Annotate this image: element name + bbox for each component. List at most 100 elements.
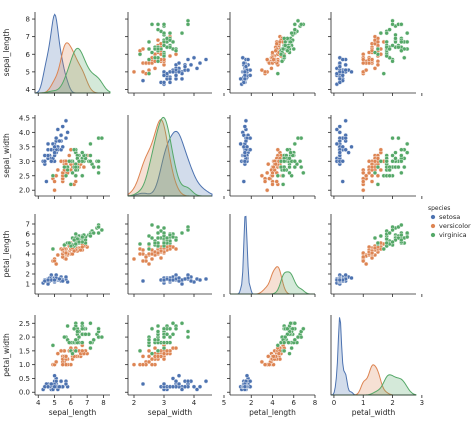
x-tick-label: 2 [390, 399, 394, 407]
point-versicolor [167, 53, 173, 59]
point-virginica [396, 164, 401, 170]
point-setosa [140, 278, 146, 284]
point-virginica [83, 332, 88, 337]
point-setosa [343, 272, 348, 278]
point-versicolor [366, 159, 372, 164]
point-virginica [63, 173, 69, 178]
point-virginica [96, 326, 101, 331]
point-versicolor [361, 258, 366, 264]
y-tick-label: 2.0 [19, 334, 30, 342]
point-versicolor [63, 250, 69, 256]
point-versicolor [267, 176, 272, 181]
point-setosa [161, 73, 167, 78]
point-virginica [155, 348, 161, 354]
point-setosa [343, 147, 348, 152]
point-virginica [146, 71, 152, 76]
point-setosa [247, 379, 253, 384]
point-virginica [390, 43, 395, 48]
point-versicolor [378, 167, 384, 173]
point-virginica [179, 230, 185, 236]
point-virginica [286, 340, 291, 345]
point-versicolor [361, 179, 366, 184]
point-setosa [45, 141, 51, 147]
point-virginica [301, 170, 306, 176]
point-virginica [378, 30, 384, 36]
point-setosa [340, 159, 345, 164]
point-virginica [372, 235, 378, 241]
point-versicolor [149, 251, 155, 257]
point-virginica [137, 52, 143, 57]
point-setosa [244, 373, 250, 378]
point-virginica [152, 337, 158, 343]
legend-marker-virginica [430, 232, 436, 238]
y-tick-label: 2.0 [19, 187, 30, 195]
point-setosa [55, 127, 61, 132]
point-setosa [45, 277, 51, 283]
point-virginica [161, 340, 167, 345]
x-tick-label: 5 [52, 399, 56, 407]
point-virginica [405, 230, 410, 236]
point-virginica [70, 170, 75, 176]
point-virginica [381, 246, 386, 252]
point-virginica [99, 334, 105, 340]
point-virginica [170, 321, 176, 326]
point-virginica [161, 240, 167, 246]
y-axis-label-sepal_width: sepal_width [2, 133, 11, 178]
x-tick-label: 3 [162, 399, 166, 407]
point-setosa [60, 124, 65, 129]
x-tick-label: 8 [101, 399, 105, 407]
point-versicolor [270, 182, 275, 187]
point-setosa [65, 130, 70, 135]
point-versicolor [60, 362, 65, 367]
point-versicolor [361, 170, 366, 176]
point-virginica [298, 22, 304, 27]
y-tick-label: 1.5 [19, 347, 30, 355]
point-setosa [54, 379, 59, 384]
point-versicolor [58, 348, 64, 354]
point-virginica [292, 337, 298, 343]
point-setosa [241, 60, 247, 66]
point-setosa [170, 277, 176, 283]
point-setosa [42, 159, 47, 164]
point-virginica [161, 326, 167, 331]
point-virginica [161, 225, 167, 231]
point-versicolor [375, 156, 381, 161]
point-versicolor [270, 170, 275, 176]
point-setosa [203, 57, 209, 62]
point-setosa [63, 135, 69, 141]
subplot-sepal_length-vs-petal_length [227, 12, 316, 96]
point-setosa [245, 57, 251, 62]
point-virginica [146, 39, 152, 45]
point-virginica [155, 22, 161, 27]
point-versicolor [161, 351, 167, 356]
point-virginica [155, 27, 161, 32]
point-virginica [378, 159, 384, 164]
point-virginica [167, 232, 173, 238]
subplot-petal_length-vs-petal_width [328, 214, 423, 297]
point-setosa [49, 159, 54, 164]
point-virginica [67, 240, 72, 246]
point-setosa [340, 57, 345, 62]
point-virginica [185, 227, 191, 233]
legend-title: species [428, 205, 450, 212]
point-setosa [243, 138, 249, 144]
point-versicolor [140, 258, 146, 264]
point-setosa [337, 124, 342, 129]
point-virginica [405, 234, 410, 240]
subplot-sepal_length-vs-petal_width [328, 12, 423, 96]
point-virginica [390, 18, 395, 23]
point-virginica [405, 141, 410, 147]
y-tick-label: 1.0 [19, 361, 30, 369]
point-virginica [80, 150, 85, 155]
point-setosa [173, 379, 179, 384]
point-virginica [292, 321, 298, 326]
legend-marker-setosa [430, 214, 436, 220]
point-virginica [375, 240, 381, 246]
point-virginica [96, 159, 101, 164]
point-virginica [96, 164, 101, 170]
x-tick-label: 4 [192, 399, 197, 407]
point-setosa [185, 67, 191, 73]
point-setosa [242, 76, 248, 82]
point-virginica [155, 235, 161, 241]
y-tick-label: 4 [26, 251, 31, 259]
